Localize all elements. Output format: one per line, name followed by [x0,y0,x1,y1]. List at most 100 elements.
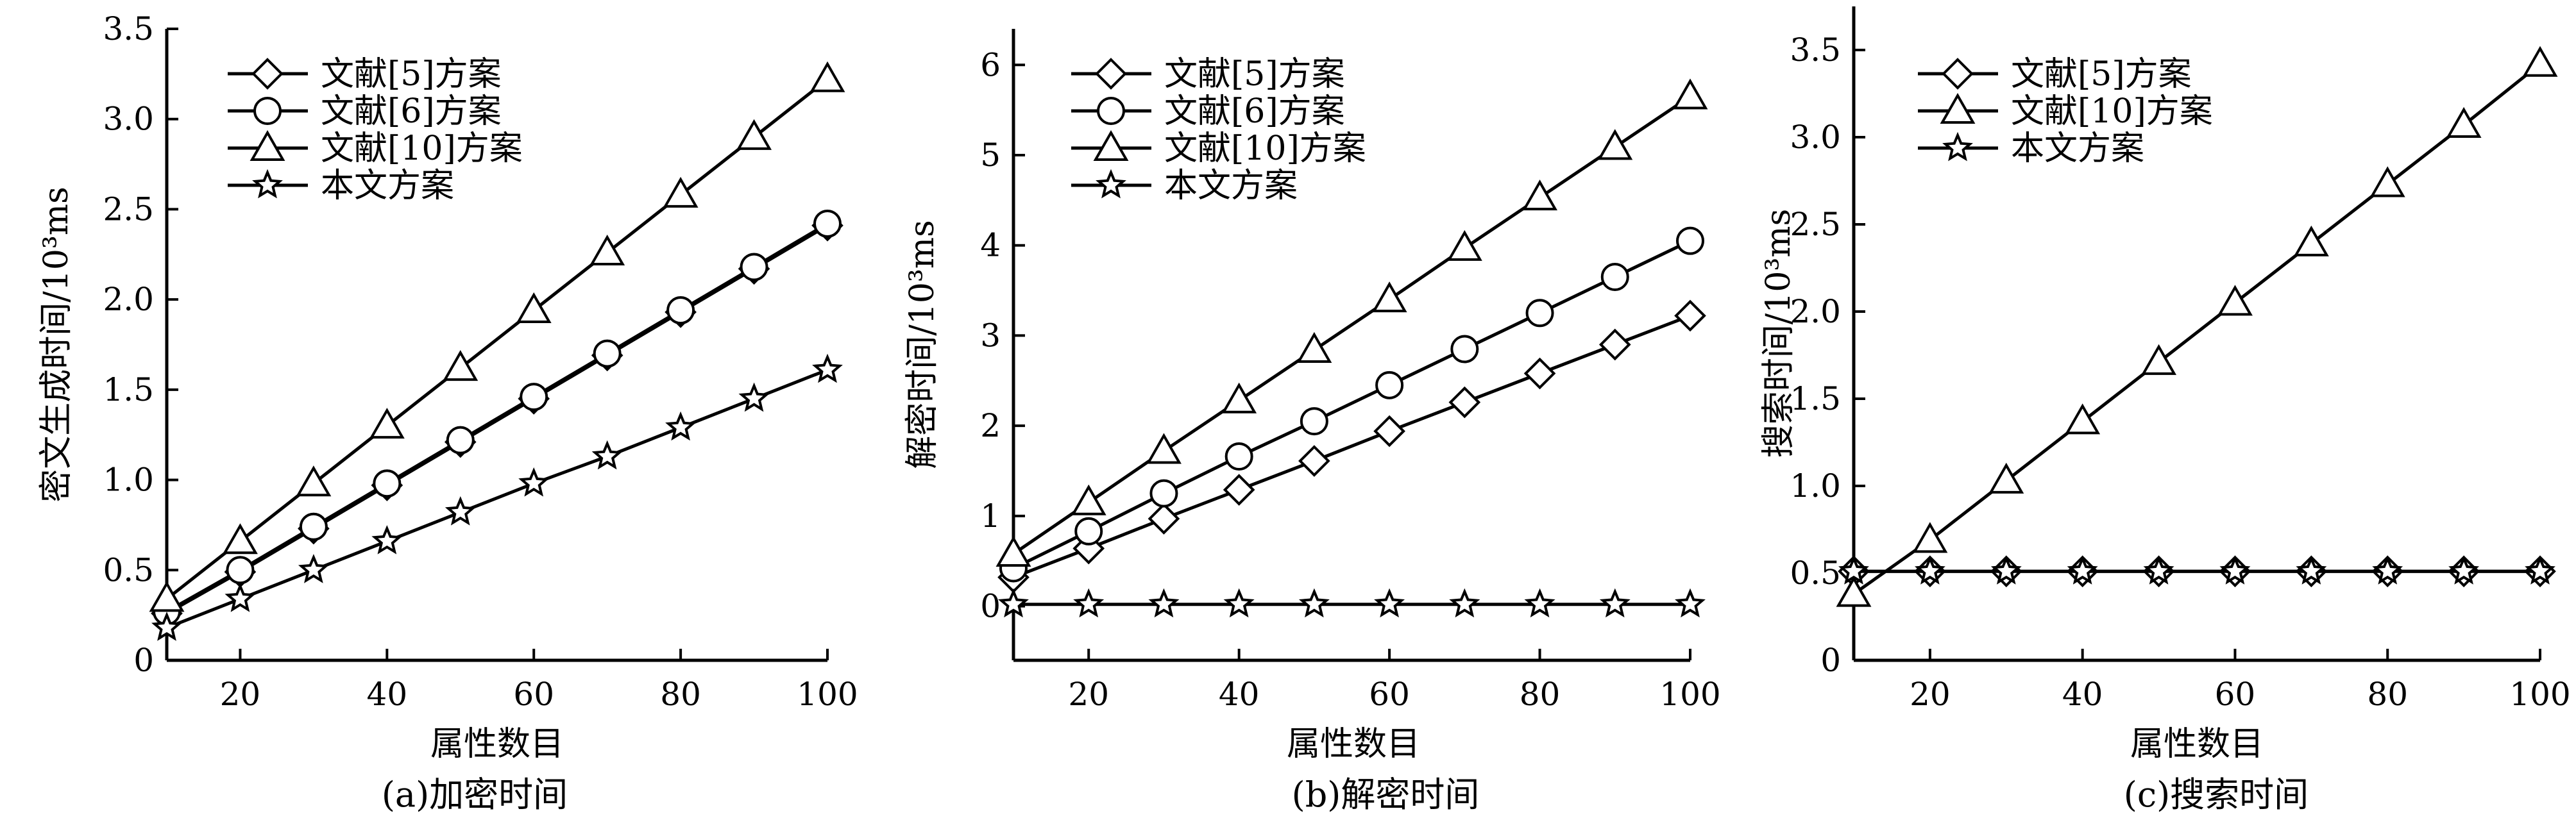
data-point-star [1990,555,2022,585]
x-axis-label: 属性数目 [1287,725,1420,764]
data-point-star [2067,555,2098,585]
data-point-star [2219,555,2251,585]
x-tick-label: 40 [1219,676,1260,713]
series-triangle [996,78,1708,567]
panel-caption: (c)搜索时间 [2124,774,2309,815]
x-tick-label: 20 [1068,676,1109,713]
data-point-star [998,588,1029,618]
data-point-circle [1525,299,1554,328]
data-point-circle [1375,371,1404,399]
x-tick-label: 100 [2509,676,2570,713]
data-point-star [1675,588,1706,618]
series-circle [153,209,842,626]
data-point-star [1223,588,1255,618]
series-triangle [149,61,845,612]
data-point-star [2372,555,2403,585]
data-point-triangle [1836,576,1872,607]
legend-label: 文献[6]方案 [321,92,502,131]
data-point-triangle [1672,78,1708,110]
data-point-triangle [2217,285,2253,316]
data-point-triangle [2065,403,2101,435]
legend-label: 文献[10]方案 [2011,92,2213,131]
data-point-circle [1149,479,1178,508]
data-point-triangle [2141,344,2177,375]
x-tick-label: 60 [2215,676,2256,713]
data-point-star [738,382,770,412]
data-point-triangle [2522,46,2558,77]
data-point-star [2448,555,2480,585]
data-point-triangle [1912,522,1948,553]
data-point-triangle [1371,281,1407,313]
y-tick-label: 3.0 [1790,119,1841,156]
legend-marker-triangle [250,129,285,161]
data-point-triangle [996,535,1031,567]
data-point-circle [226,556,255,585]
data-point-star [1914,555,1945,585]
legend-label: 本文方案 [2011,129,2144,168]
data-point-star [298,554,329,583]
data-point-circle [446,426,475,455]
data-point-triangle [1296,331,1332,363]
data-point-circle [1600,262,1629,291]
data-point-star [1838,555,1869,585]
y-tick-label: 1 [980,497,1001,535]
data-point-diamond [1523,357,1556,390]
y-tick-label: 3.5 [103,10,154,47]
legend-marker-diamond [251,58,284,90]
data-point-circle [1676,226,1704,255]
series-triangle [1836,46,2558,607]
data-point-triangle [1522,179,1558,211]
data-point-star [151,612,182,641]
data-point-star [665,411,697,441]
data-point-circle [1450,335,1479,363]
data-point-star [591,440,623,470]
legend-marker-circle [253,97,282,125]
data-point-triangle [2293,225,2329,256]
y-tick-label: 1.5 [1790,380,1841,417]
legend-marker-triangle [1940,92,1976,124]
series-line [1852,62,2541,596]
x-tick-label: 100 [797,676,858,713]
legend-marker-diamond [1942,58,1974,90]
y-tick-label: 2.0 [1790,293,1841,330]
legend-label: 本文方案 [321,167,454,205]
data-point-star [1298,588,1330,618]
series-line [165,78,829,601]
y-axis-label: 搜索时间/10³ms [1759,209,1798,458]
x-tick-label: 20 [220,676,261,713]
data-point-triangle [1071,484,1106,515]
data-point-triangle [809,61,845,92]
series-line [165,222,829,614]
x-tick-label: 100 [1659,676,1720,713]
data-point-circle [373,469,402,498]
x-axis-label: 属性数目 [430,725,564,764]
data-point-triangle [296,465,332,497]
data-point-circle [1300,407,1328,436]
x-tick-label: 80 [660,676,701,713]
data-point-star [518,467,550,497]
series-line [1012,95,1691,556]
data-point-star [812,353,843,383]
data-point-triangle [663,176,699,208]
data-point-triangle [369,408,405,439]
y-tick-label: 0 [133,642,154,679]
data-point-diamond [1674,299,1706,332]
y-tick-label: 1.5 [103,371,154,408]
data-point-star [371,525,403,555]
legend-marker-star [252,169,283,199]
series-circle [999,226,1704,583]
y-tick-label: 5 [980,137,1001,174]
y-tick-label: 0.5 [1790,555,1841,592]
data-point-circle [1074,517,1103,546]
data-point-star [1148,588,1180,618]
data-point-triangle [222,523,258,555]
data-point-triangle [2369,166,2405,197]
data-point-triangle [2446,106,2482,138]
x-tick-label: 80 [2367,676,2408,713]
y-axis-label: 解密时间/10³ms [903,220,942,469]
data-point-triangle [443,350,479,381]
legend-label: 文献[6]方案 [1164,92,1345,131]
data-point-circle [740,253,768,281]
